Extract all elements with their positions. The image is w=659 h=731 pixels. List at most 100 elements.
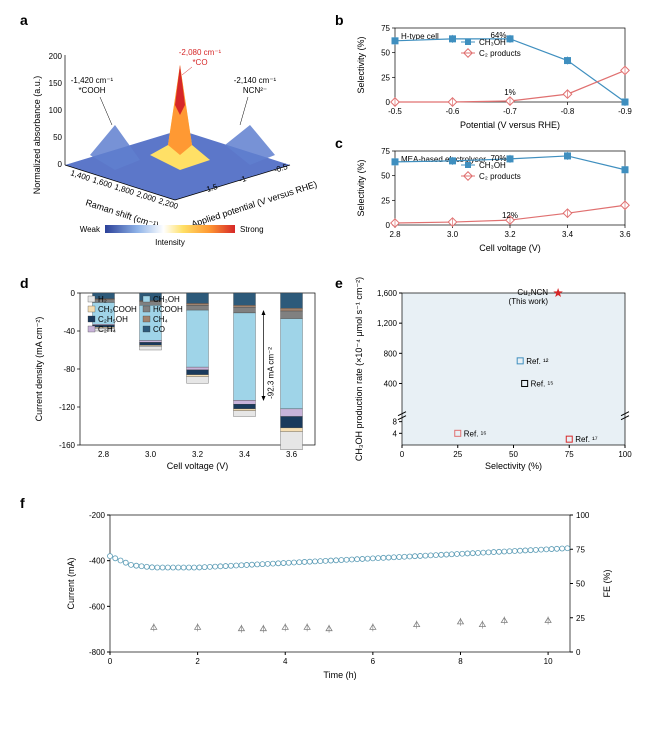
svg-text:25: 25 (381, 196, 390, 205)
svg-text:0: 0 (108, 657, 113, 666)
svg-text:50: 50 (509, 450, 518, 459)
panel-f: -200-400-600-800Current (mA)0255075100FE… (60, 505, 620, 680)
panel-c-label: c (335, 135, 343, 151)
panel-d-label: d (20, 275, 29, 291)
svg-text:Current (mA): Current (mA) (66, 557, 76, 609)
svg-text:C₂H₄: C₂H₄ (98, 325, 116, 334)
panel-f-label: f (20, 495, 25, 511)
svg-text:0: 0 (386, 98, 391, 107)
svg-text:C₂ products: C₂ products (479, 49, 521, 58)
svg-text:(This work): (This work) (509, 297, 549, 306)
z-ticks: 0 50 100 150 200 (49, 52, 63, 169)
svg-text:3.6: 3.6 (619, 230, 631, 239)
panel-c-svg: 0255075Selectivity (%)2.83.03.23.43.6Cel… (350, 143, 635, 253)
svg-text:1,200: 1,200 (377, 319, 398, 328)
svg-text:CH₃OH: CH₃OH (153, 295, 180, 304)
svg-text:2.8: 2.8 (389, 230, 401, 239)
svg-text:Potential (V versus RHE): Potential (V versus RHE) (460, 120, 560, 130)
panel-b-label: b (335, 12, 344, 28)
svg-text:150: 150 (49, 79, 63, 88)
svg-text:3.2: 3.2 (504, 230, 516, 239)
svg-text:*COOH: *COOH (78, 86, 105, 95)
svg-text:Ref. ¹⁷: Ref. ¹⁷ (575, 435, 598, 444)
panel-e-svg: 4008001,2001,60048CH₃OH production rate … (350, 285, 635, 470)
svg-text:C₂H₅OH: C₂H₅OH (98, 315, 128, 324)
svg-text:-2,140 cm⁻¹: -2,140 cm⁻¹ (234, 76, 277, 85)
svg-text:Cell voltage (V): Cell voltage (V) (167, 461, 229, 471)
svg-text:Selectivity (%): Selectivity (%) (356, 159, 366, 216)
svg-text:200: 200 (49, 52, 63, 61)
svg-text:25: 25 (576, 614, 585, 623)
panel-f-svg: -200-400-600-800Current (mA)0255075100FE… (60, 505, 620, 680)
svg-text:Time (h): Time (h) (323, 670, 356, 680)
svg-text:-120: -120 (59, 403, 76, 412)
panel-d: 0-40-80-120-160Current density (mA cm⁻²)… (30, 285, 325, 470)
svg-text:0: 0 (58, 160, 63, 169)
svg-text:12%: 12% (502, 211, 518, 220)
svg-text:10: 10 (544, 657, 553, 666)
svg-text:6: 6 (371, 657, 376, 666)
svg-text:-200: -200 (89, 511, 106, 520)
annot-ncn: -2,140 cm⁻¹ NCN²⁻ (234, 76, 277, 125)
svg-text:1,600: 1,600 (377, 289, 398, 298)
svg-text:8: 8 (393, 418, 398, 427)
svg-text:Cell voltage (V): Cell voltage (V) (479, 243, 541, 253)
svg-text:50: 50 (53, 133, 62, 142)
svg-text:CO: CO (153, 325, 165, 334)
panel-a-svg: Normalized absorbance (a.u.) 0 50 100 15… (30, 25, 310, 250)
panel-b: 0255075Selectivity (%)-0.5-0.6-0.7-0.8-0… (350, 20, 635, 130)
svg-text:0: 0 (400, 450, 405, 459)
svg-text:HCOOH: HCOOH (153, 305, 183, 314)
svg-text:100: 100 (618, 450, 632, 459)
svg-text:CH₃COOH: CH₃COOH (98, 305, 137, 314)
svg-text:-400: -400 (89, 557, 106, 566)
svg-text:-2,080 cm⁻¹: -2,080 cm⁻¹ (179, 48, 222, 57)
svg-text:0: 0 (576, 648, 581, 657)
svg-text:1%: 1% (504, 88, 516, 97)
svg-text:Ref. ¹⁵: Ref. ¹⁵ (531, 379, 554, 388)
svg-text:3.2: 3.2 (192, 450, 204, 459)
svg-text:-800: -800 (89, 648, 106, 657)
svg-text:100: 100 (49, 106, 63, 115)
svg-text:50: 50 (381, 49, 390, 58)
svg-text:Current density (mA cm⁻²): Current density (mA cm⁻²) (34, 317, 44, 422)
svg-text:25: 25 (381, 73, 390, 82)
svg-text:Cu₂NCN: Cu₂NCN (517, 288, 548, 297)
svg-text:3.4: 3.4 (562, 230, 574, 239)
svg-text:3.4: 3.4 (239, 450, 251, 459)
panel-a-label: a (20, 12, 28, 28)
svg-text:-92.3 mA cm⁻²: -92.3 mA cm⁻² (267, 347, 276, 399)
annot-co: -2,080 cm⁻¹ *CO (179, 48, 222, 75)
svg-text:3.6: 3.6 (286, 450, 298, 459)
svg-text:-0.9: -0.9 (618, 107, 632, 116)
svg-text:75: 75 (576, 545, 585, 554)
svg-text:CH₄: CH₄ (153, 315, 168, 324)
colorbar (105, 225, 235, 233)
svg-text:C₂ products: C₂ products (479, 172, 521, 181)
svg-text:CH₃OH production rate (×10⁻⁴ μ: CH₃OH production rate (×10⁻⁴ μmol s⁻¹ cm… (354, 277, 364, 461)
annot-cooh: -1,420 cm⁻¹ *COOH (71, 76, 114, 125)
svg-text:Selectivity (%): Selectivity (%) (356, 36, 366, 93)
svg-text:50: 50 (576, 580, 585, 589)
colorbar-high: Strong (240, 225, 264, 234)
svg-text:Ref. ¹²: Ref. ¹² (526, 357, 549, 366)
panel-e: 4008001,2001,60048CH₃OH production rate … (350, 285, 635, 470)
svg-text:-600: -600 (89, 602, 106, 611)
svg-text:75: 75 (565, 450, 574, 459)
svg-text:-160: -160 (59, 441, 76, 450)
svg-text:70%: 70% (490, 154, 506, 163)
svg-text:3.0: 3.0 (145, 450, 157, 459)
panel-b-svg: 0255075Selectivity (%)-0.5-0.6-0.7-0.8-0… (350, 20, 635, 130)
colorbar-low: Weak (80, 225, 101, 234)
svg-text:Selectivity (%): Selectivity (%) (485, 461, 542, 471)
panel-d-svg: 0-40-80-120-160Current density (mA cm⁻²)… (30, 285, 325, 470)
svg-text:2: 2 (195, 657, 200, 666)
svg-text:NCN²⁻: NCN²⁻ (243, 86, 267, 95)
svg-text:400: 400 (384, 379, 398, 388)
svg-text:FE (%): FE (%) (602, 569, 612, 597)
panel-a: Normalized absorbance (a.u.) 0 50 100 15… (30, 25, 310, 250)
svg-text:-0.5: -0.5 (388, 107, 402, 116)
svg-text:25: 25 (453, 450, 462, 459)
svg-text:50: 50 (381, 172, 390, 181)
svg-text:Ref. ¹⁶: Ref. ¹⁶ (464, 429, 487, 438)
